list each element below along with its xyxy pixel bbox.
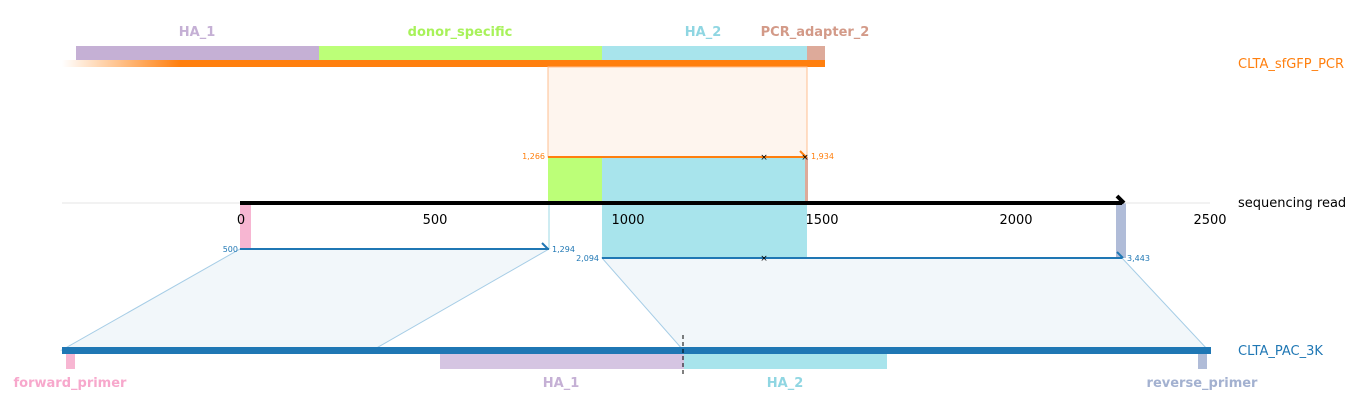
bottom-reference-name: CLTA_PAC_3K <box>1238 344 1323 359</box>
top-alignment: × × 1,266 1,934 <box>522 150 834 163</box>
read-forward-primer-highlight <box>240 203 251 249</box>
bottom-feature-reverse-primer-bar <box>1198 354 1207 369</box>
bottom-feature-ha2-label: HA_2 <box>767 376 804 391</box>
top-reference-name: CLTA_sfGFP_PCR <box>1238 57 1344 72</box>
top-alignment-end-coord: 1,934 <box>811 152 834 161</box>
bottom-reference-line <box>62 347 1211 354</box>
bottom-alignment-2: × 2,094 3,443 <box>576 251 1150 264</box>
top-alignment-arrowhead <box>799 150 807 158</box>
axis-tick-label: 1500 <box>805 213 838 228</box>
read-adapter-highlight <box>805 157 808 203</box>
top-reference-line-fade <box>62 60 180 67</box>
axis-tick-label: 2000 <box>999 213 1032 228</box>
top-feature-donor-specific-label: donor_specific <box>408 25 513 40</box>
bottom-feature-forward-primer-bar <box>66 354 75 369</box>
bottom-alignment-1-end-coord: 1,294 <box>552 245 575 254</box>
bottom-alignment-2-start-coord: 2,094 <box>576 254 599 263</box>
axis-tick-label: 2500 <box>1193 213 1226 228</box>
bottom-feature-ha1-label: HA_1 <box>543 376 580 391</box>
top-feature-pcr-adapter-2-label: PCR_adapter_2 <box>761 25 870 40</box>
top-alignment-start-coord: 1,266 <box>522 152 545 161</box>
top-feature-donor-specific-bar <box>319 46 602 60</box>
bottom-feature-ha2-bar <box>684 354 887 369</box>
axis-tick-label: 0 <box>237 213 245 228</box>
read-name: sequencing read <box>1238 196 1346 211</box>
bottom-alignment-1-start-coord: 500 <box>223 245 238 254</box>
read-ha2-highlight <box>602 157 807 258</box>
bottom-feature-reverse-primer-label: reverse_primer <box>1147 376 1259 391</box>
bottom-alignment-1-connector <box>60 248 551 351</box>
top-feature-ha2-bar <box>602 46 807 60</box>
mismatch-marker: × <box>760 153 768 163</box>
bottom-alignment-2-connector <box>600 257 1210 351</box>
bottom-reference: forward_primer HA_1 HA_2 reverse_primer … <box>14 335 1323 391</box>
top-alignment-connector <box>547 66 808 158</box>
top-reference-line <box>180 60 825 67</box>
top-feature-ha2-label: HA_2 <box>685 25 722 40</box>
top-reference: HA_1 donor_specific HA_2 PCR_adapter_2 C… <box>62 25 1344 72</box>
mismatch-marker: × <box>801 153 809 163</box>
bottom-feature-forward-primer-label: forward_primer <box>14 376 128 391</box>
bottom-alignment-2-arrowhead <box>1116 251 1124 259</box>
read-arrowhead <box>1115 194 1126 205</box>
read-donor-specific-highlight <box>548 157 602 203</box>
read-reverse-primer-highlight <box>1116 203 1126 258</box>
mismatch-marker: × <box>760 254 768 264</box>
top-feature-ha1-bar <box>76 46 319 60</box>
top-feature-ha1-label: HA_1 <box>179 25 216 40</box>
bottom-alignment-1: 500 1,294 <box>223 242 575 254</box>
axis-tick-label: 500 <box>423 213 448 228</box>
bottom-alignment-2-end-coord: 3,443 <box>1127 254 1150 263</box>
axis-tick-label: 1000 <box>611 213 644 228</box>
top-feature-pcr-adapter-2-bar <box>807 46 825 60</box>
bottom-alignment-1-arrowhead <box>541 242 549 250</box>
bottom-feature-ha1-bar <box>440 354 684 369</box>
sequencing-read: sequencing read 0 500 1000 1500 2000 250… <box>62 194 1346 228</box>
